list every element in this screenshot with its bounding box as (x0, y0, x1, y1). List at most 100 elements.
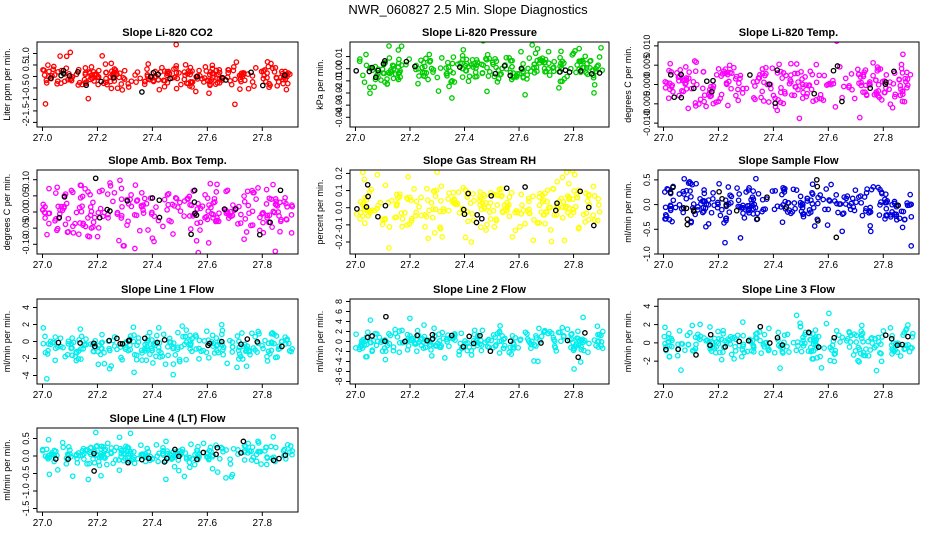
data-point (101, 349, 107, 356)
data-point (496, 338, 503, 345)
data-point (547, 227, 554, 233)
chart-panel: Slope Amb. Box Temp.degrees C per min.27… (2, 155, 299, 271)
data-point (399, 215, 406, 222)
data-point (91, 459, 98, 466)
data-point (797, 320, 803, 327)
data-point (661, 333, 668, 340)
data-point (403, 58, 410, 65)
data-point (396, 339, 403, 346)
data-point (155, 217, 162, 224)
data-point (390, 344, 397, 350)
data-point (446, 343, 452, 350)
data-point (718, 91, 725, 98)
data-point (598, 44, 604, 51)
data-point (50, 66, 57, 73)
data-point (59, 439, 66, 446)
data-point (166, 339, 173, 345)
chart-title: Slope Line 1 Flow (121, 284, 214, 296)
data-point (102, 446, 109, 453)
data-point (796, 115, 803, 122)
data-point (867, 228, 874, 235)
data-point (144, 346, 150, 353)
data-point (834, 63, 841, 69)
data-point (701, 335, 707, 341)
data-point (161, 83, 168, 90)
x-tick-label: 27.8 (253, 133, 273, 144)
y-tick-label: -0.03 (334, 95, 344, 116)
data-point (678, 94, 685, 101)
y-axis-label: ml/min per min. (315, 311, 325, 373)
data-point (65, 456, 71, 462)
data-point (421, 333, 428, 340)
data-point (55, 339, 62, 346)
data-point (422, 223, 428, 230)
data-point (797, 193, 804, 200)
data-point (883, 212, 889, 219)
data-point (139, 89, 145, 95)
data-point (230, 202, 236, 208)
data-point (214, 469, 221, 475)
data-point (776, 61, 782, 68)
y-tick-label: -2 (334, 347, 344, 355)
data-point (833, 192, 840, 198)
data-point (85, 215, 91, 221)
data-point (480, 191, 487, 198)
data-point (684, 216, 691, 223)
data-point (668, 69, 675, 75)
y-tick-label: 0 (21, 74, 31, 79)
data-point (488, 337, 495, 344)
data-point (105, 215, 111, 221)
data-point (209, 465, 216, 472)
data-point (859, 212, 866, 219)
x-tick-label: 27.6 (198, 133, 218, 144)
data-point (54, 225, 61, 232)
data-point (98, 472, 104, 479)
plot-frame (349, 41, 610, 128)
data-point (725, 336, 731, 342)
data-point (424, 185, 430, 192)
data-point (204, 195, 211, 202)
data-point (899, 98, 906, 105)
data-point (692, 103, 699, 109)
data-point (456, 64, 463, 70)
data-point (414, 327, 421, 334)
data-point (91, 340, 97, 347)
data-point (524, 76, 530, 82)
data-point (888, 335, 895, 342)
x-tick-label: 27.8 (564, 390, 584, 401)
data-point (118, 196, 125, 203)
data-point (810, 335, 817, 342)
data-point (381, 58, 388, 64)
data-point (799, 81, 806, 88)
data-point (91, 343, 98, 350)
data-point (104, 451, 111, 458)
data-point (181, 69, 188, 75)
data-point (215, 218, 222, 225)
data-point (905, 341, 911, 348)
data-point (356, 58, 363, 65)
data-point (131, 332, 137, 338)
x-tick-label: 27.4 (455, 390, 475, 401)
series-points (39, 175, 296, 254)
data-point (832, 350, 839, 357)
data-point (95, 225, 102, 231)
data-point (438, 55, 445, 61)
data-point (820, 196, 827, 203)
data-point (102, 61, 109, 67)
data-point (550, 65, 556, 71)
data-point (96, 214, 103, 221)
data-point (425, 76, 431, 83)
data-point (867, 222, 874, 229)
data-point (541, 65, 548, 72)
x-tick-label: 27.8 (874, 260, 894, 271)
data-point (498, 71, 504, 77)
data-point (823, 186, 830, 192)
data-point (82, 185, 88, 192)
data-point (78, 346, 84, 352)
data-point (95, 209, 102, 216)
data-point (390, 75, 397, 82)
series-points (661, 175, 915, 249)
chart-title: Slope Gas Stream RH (423, 155, 536, 167)
x-tick-label: 27.6 (509, 133, 529, 144)
